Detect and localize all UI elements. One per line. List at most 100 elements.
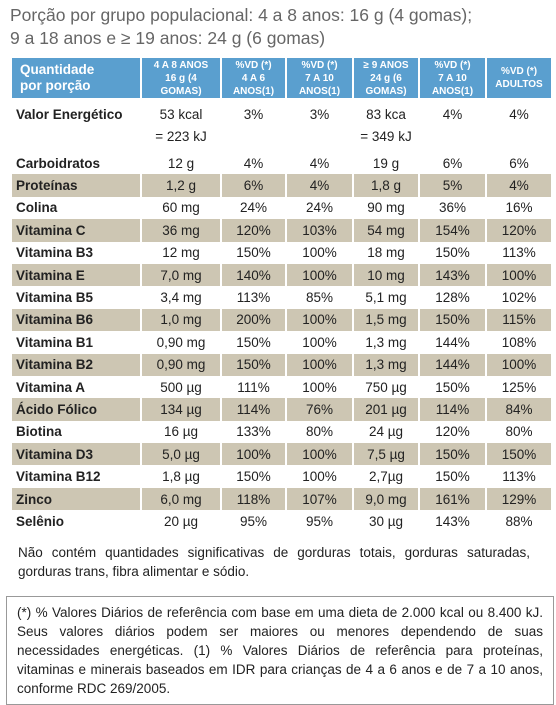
table-cell: 18 mg <box>352 241 420 264</box>
table-row: Ácido Fólico 134 µg 114% 76% 201 µg 114% 84% <box>10 398 553 421</box>
table-cell: 128% <box>418 286 487 309</box>
table-cell: 125% <box>485 375 553 399</box>
table-cell: Vitamina E <box>10 263 142 287</box>
table-cell: 3% <box>285 100 354 152</box>
table-row: Vitamina A 500 µg 111% 100% 750 µg 150% 125% <box>10 375 553 399</box>
table-cell: Vitamina A <box>10 375 142 399</box>
table-cell: 36 mg <box>140 219 222 242</box>
table-cell: 6% <box>220 174 287 197</box>
table-cell: 84% <box>485 398 553 421</box>
table-cell: 100% <box>285 308 354 332</box>
table-cell: 100% <box>220 443 287 466</box>
table-cell: 76% <box>285 398 354 421</box>
table-cell: 114% <box>220 398 287 421</box>
header-line: 4 A 8 ANOS <box>153 59 209 71</box>
table-cell: Proteínas <box>10 174 142 197</box>
table-cell: Vitamina B3 <box>10 241 142 264</box>
table-cell: 0,90 mg <box>140 353 222 376</box>
table-cell: 118% <box>220 487 287 511</box>
table-cell: 1,8 g <box>352 174 420 197</box>
table-row: Vitamina B6 1,0 mg 200% 100% 1,5 mg 150% 115% <box>10 308 553 332</box>
table-cell: 4% <box>418 100 487 152</box>
table-cell: 80% <box>485 420 553 444</box>
table-cell: 4% <box>485 174 553 197</box>
table-cell: Vitamina B6 <box>10 308 142 332</box>
table-cell: 7,5 µg <box>352 443 420 466</box>
column-header: Quantidade por porção <box>10 58 142 102</box>
table-cell: 3,4 mg <box>140 286 222 309</box>
table-cell: 150% <box>220 241 287 264</box>
cell-line: = 223 kJ <box>155 129 207 144</box>
table-cell: 100% <box>285 375 354 399</box>
table-cell: 4% <box>285 152 354 175</box>
table-cell: 24% <box>285 196 354 220</box>
cell-line: 3% <box>309 107 330 122</box>
table-cell: 113% <box>485 241 553 264</box>
cell-line: 3% <box>243 107 264 122</box>
table-cell: 500 µg <box>140 375 222 399</box>
table-cell: 16 µg <box>140 420 222 444</box>
table-cell: 4% <box>485 100 553 152</box>
table-cell: 111% <box>220 375 287 399</box>
header-line: 7 A 10 ANOS(1) <box>298 72 341 97</box>
table-row: Selênio 20 µg 95% 95% 30 µg 143% 88% <box>10 510 553 533</box>
table-cell: 1,3 mg <box>352 331 420 354</box>
table-cell: 115% <box>485 308 553 332</box>
table-cell: 133% <box>220 420 287 444</box>
table-cell: 100% <box>485 353 553 376</box>
table-cell: Biotina <box>10 420 142 444</box>
title-line: 9 a 18 anos e ≥ 19 anos: 24 g (6 gomas) <box>10 28 326 48</box>
table-cell: 10 mg <box>352 263 420 287</box>
table-row: Vitamina B3 12 mg 150% 100% 18 mg 150% 113% <box>10 241 553 264</box>
header-line: 7 A 10 ANOS(1) <box>431 72 474 97</box>
table-cell: 150% <box>220 465 287 488</box>
cell-line: 4% <box>509 107 529 122</box>
header-line: ADULTOS <box>495 79 543 90</box>
header-line: 16 g (4 GOMAS) <box>160 72 202 97</box>
table-cell: Vitamina C <box>10 219 142 242</box>
header-line: 24 g (6 GOMAS) <box>365 72 407 97</box>
table-cell: 150% <box>418 241 487 264</box>
nutrition-table: Quantidade por porção 4 A 8 ANOS 16 g (4 GO… <box>10 58 553 533</box>
header-line: %VD (*) <box>500 66 538 77</box>
table-cell: 30 µg <box>352 510 420 533</box>
table-cell: 5,0 µg <box>140 443 222 466</box>
column-header: %VD (*) 4 A 6 ANOS(1) <box>220 58 287 102</box>
header-line: Quantidade <box>20 62 95 77</box>
table-cell: 113% <box>485 465 553 488</box>
table-cell: Vitamina D3 <box>10 443 142 466</box>
table-cell: 100% <box>285 443 354 466</box>
table-cell: 1,8 µg <box>140 465 222 488</box>
cell-line: = 349 kJ <box>360 129 412 144</box>
header-line: %VD (*) <box>235 59 272 71</box>
column-header: %VD (*) ADULTOS <box>485 58 553 102</box>
table-row: Vitamina C 36 mg 120% 103% 54 mg 154% 120% <box>10 219 553 242</box>
table-cell: 144% <box>418 331 487 354</box>
footnote: (*) % Valores Diários de referência com … <box>6 596 554 705</box>
header-row: Quantidade por porção 4 A 8 ANOS 16 g (4 GO… <box>10 58 553 102</box>
table-cell: 3% <box>220 100 287 152</box>
table-cell: 6% <box>485 152 553 175</box>
table-cell: 95% <box>285 510 354 533</box>
table-row: Vitamina B12 1,8 µg 150% 100% 2,7µg 150% 113% <box>10 465 553 488</box>
table-cell: 16% <box>485 196 553 220</box>
table-cell: 80% <box>285 420 354 444</box>
table-cell: 150% <box>418 308 487 332</box>
table-cell: 54 mg <box>352 219 420 242</box>
table-cell: 1,0 mg <box>140 308 222 332</box>
table-cell: 154% <box>418 219 487 242</box>
header-line: %VD (*) <box>434 59 471 71</box>
table-cell: Valor Energético <box>10 100 142 152</box>
table-cell: 24% <box>220 196 287 220</box>
table-cell: 5% <box>418 174 487 197</box>
header-line: %VD (*) <box>301 59 338 71</box>
table-cell: 161% <box>418 487 487 511</box>
cell-line: 4% <box>442 107 463 122</box>
column-header: ≥ 9 ANOS 24 g (6 GOMAS) <box>352 58 420 102</box>
table-cell: 103% <box>285 219 354 242</box>
table-row: Proteínas 1,2 g 6% 4% 1,8 g 5% 4% <box>10 174 553 197</box>
table-cell: 100% <box>285 263 354 287</box>
table-cell: 20 µg <box>140 510 222 533</box>
note: Não contém quantidades significativas de… <box>18 545 530 579</box>
